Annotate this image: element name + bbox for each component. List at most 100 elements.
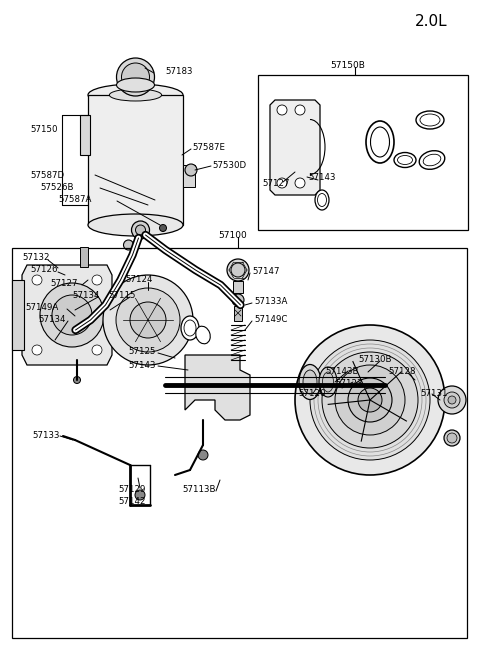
Text: 57127: 57127 [262, 179, 289, 187]
Bar [234, 306, 242, 321]
Text: 57124: 57124 [125, 276, 153, 284]
Circle shape [231, 263, 245, 277]
Text: 57120: 57120 [298, 388, 325, 398]
Text: 57134: 57134 [72, 291, 99, 301]
Circle shape [295, 178, 305, 188]
Circle shape [130, 302, 166, 338]
Ellipse shape [196, 326, 210, 344]
Text: 57143B: 57143B [325, 367, 359, 377]
Ellipse shape [366, 121, 394, 163]
Text: 57150: 57150 [30, 126, 58, 134]
Text: 57130B: 57130B [358, 356, 392, 364]
Ellipse shape [317, 193, 326, 206]
Circle shape [103, 275, 193, 365]
Ellipse shape [109, 89, 162, 101]
Ellipse shape [315, 190, 329, 210]
Ellipse shape [423, 154, 441, 166]
Ellipse shape [419, 151, 445, 170]
Circle shape [295, 105, 305, 115]
Text: 57128: 57128 [388, 367, 416, 377]
Bar [88, 95, 183, 225]
Ellipse shape [88, 84, 183, 106]
Bar [80, 247, 88, 267]
Text: 57129: 57129 [118, 485, 145, 495]
Text: 2.0L: 2.0L [415, 14, 448, 29]
Circle shape [295, 325, 445, 475]
Text: 57133: 57133 [32, 430, 60, 440]
Circle shape [198, 450, 208, 460]
Bar [258, 75, 468, 230]
Bar [12, 248, 467, 638]
Ellipse shape [117, 58, 155, 96]
Circle shape [32, 345, 42, 355]
Circle shape [358, 388, 382, 412]
Circle shape [159, 225, 167, 231]
Circle shape [92, 275, 102, 285]
Circle shape [227, 259, 249, 281]
Text: 57143: 57143 [128, 360, 156, 369]
Circle shape [438, 386, 466, 414]
Text: 57113B: 57113B [182, 485, 216, 495]
Text: 57150B: 57150B [330, 60, 365, 69]
Circle shape [310, 340, 430, 460]
Polygon shape [270, 100, 320, 195]
Text: 57530D: 57530D [212, 160, 246, 170]
Bar [233, 281, 243, 293]
Ellipse shape [397, 155, 412, 164]
Circle shape [444, 392, 460, 408]
Ellipse shape [371, 127, 389, 157]
Circle shape [277, 105, 287, 115]
Text: 57587A: 57587A [58, 195, 91, 204]
Text: 57149C: 57149C [254, 316, 288, 324]
Text: 57123: 57123 [335, 379, 362, 388]
Circle shape [40, 283, 104, 347]
Text: 57149A: 57149A [25, 303, 58, 312]
Bar [183, 165, 195, 187]
Circle shape [123, 240, 133, 250]
Circle shape [277, 178, 287, 188]
Circle shape [96, 293, 106, 303]
Circle shape [448, 396, 456, 404]
Text: 57127: 57127 [50, 280, 77, 288]
Circle shape [132, 221, 149, 239]
Text: 57142: 57142 [118, 498, 145, 506]
Circle shape [444, 430, 460, 446]
Circle shape [232, 294, 244, 306]
Ellipse shape [88, 214, 183, 236]
Ellipse shape [394, 153, 416, 168]
Ellipse shape [184, 320, 196, 336]
Text: 57147: 57147 [252, 267, 279, 276]
Circle shape [73, 377, 81, 383]
Polygon shape [185, 355, 250, 420]
Text: 57132: 57132 [22, 253, 49, 263]
Ellipse shape [299, 364, 321, 400]
Circle shape [135, 225, 145, 235]
Circle shape [185, 164, 197, 176]
Text: 57133A: 57133A [254, 297, 288, 307]
Ellipse shape [121, 63, 149, 91]
Ellipse shape [303, 370, 317, 394]
Text: 57115: 57115 [108, 291, 135, 301]
Circle shape [135, 490, 145, 500]
Text: 57134: 57134 [38, 316, 65, 324]
Text: 57183: 57183 [165, 67, 192, 77]
Text: 57587E: 57587E [192, 143, 225, 153]
Ellipse shape [117, 78, 155, 92]
Circle shape [32, 275, 42, 285]
Circle shape [348, 378, 392, 422]
Circle shape [52, 295, 92, 335]
Ellipse shape [181, 316, 199, 340]
Circle shape [335, 365, 405, 435]
Text: 57126: 57126 [30, 265, 58, 274]
Text: 57143: 57143 [308, 174, 336, 183]
Circle shape [116, 288, 180, 352]
Circle shape [92, 345, 102, 355]
Text: 57131: 57131 [420, 388, 447, 398]
Circle shape [447, 433, 457, 443]
Text: 57125: 57125 [128, 348, 156, 356]
Ellipse shape [319, 367, 337, 397]
Bar [80, 115, 90, 155]
Polygon shape [22, 265, 112, 365]
Text: 57100: 57100 [218, 231, 247, 240]
Bar [12, 280, 24, 350]
